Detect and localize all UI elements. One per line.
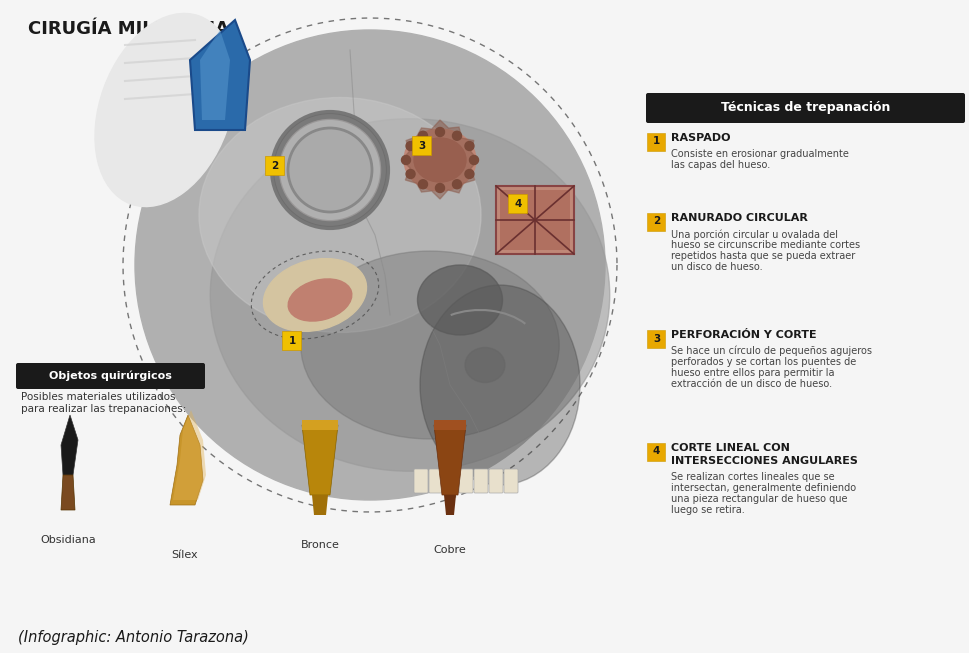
Text: Sílex: Sílex [172, 550, 198, 560]
Polygon shape [444, 495, 455, 515]
Circle shape [418, 131, 427, 140]
Text: las capas del hueso.: las capas del hueso. [671, 160, 769, 170]
Text: extracción de un disco de hueso.: extracción de un disco de hueso. [671, 379, 831, 389]
Circle shape [418, 180, 427, 189]
Text: una pieza rectangular de hueso que: una pieza rectangular de hueso que [671, 494, 847, 504]
Polygon shape [312, 495, 328, 515]
FancyBboxPatch shape [647, 133, 665, 150]
Polygon shape [200, 30, 230, 120]
Text: repetidos hasta que se pueda extraer: repetidos hasta que se pueda extraer [671, 251, 855, 261]
Text: Técnicas de trepanación: Técnicas de trepanación [720, 101, 890, 114]
Text: perforados y se cortan los puentes de: perforados y se cortan los puentes de [671, 357, 856, 367]
Text: 2: 2 [652, 217, 660, 227]
Text: (Infographic: Antonio Tarazona): (Infographic: Antonio Tarazona) [18, 630, 249, 645]
Text: un disco de hueso.: un disco de hueso. [671, 262, 762, 272]
Ellipse shape [464, 347, 505, 383]
FancyBboxPatch shape [508, 193, 527, 212]
Polygon shape [172, 410, 205, 500]
Ellipse shape [210, 119, 610, 471]
Ellipse shape [300, 251, 559, 439]
Text: CIRUGÍA MILENARIA: CIRUGÍA MILENARIA [28, 20, 229, 38]
Text: Posibles materiales utilizados: Posibles materiales utilizados [21, 392, 175, 402]
Text: 1: 1 [652, 136, 660, 146]
FancyBboxPatch shape [433, 420, 465, 430]
Text: Bronce: Bronce [300, 540, 339, 550]
Ellipse shape [95, 14, 234, 206]
FancyBboxPatch shape [412, 136, 431, 155]
Circle shape [135, 30, 605, 500]
Circle shape [452, 131, 461, 140]
Circle shape [271, 112, 388, 228]
Text: 1: 1 [288, 336, 296, 346]
Ellipse shape [264, 259, 366, 332]
Text: hueso se circunscribe mediante cortes: hueso se circunscribe mediante cortes [671, 240, 860, 250]
FancyBboxPatch shape [301, 420, 337, 430]
FancyBboxPatch shape [16, 363, 204, 389]
Circle shape [469, 155, 478, 165]
Polygon shape [401, 120, 478, 199]
Ellipse shape [288, 279, 352, 321]
Text: 2: 2 [271, 161, 278, 171]
Circle shape [401, 155, 410, 165]
Circle shape [464, 142, 474, 150]
Text: 4: 4 [652, 447, 660, 456]
FancyBboxPatch shape [444, 469, 457, 493]
FancyBboxPatch shape [647, 212, 665, 231]
Text: RASPADO: RASPADO [671, 133, 730, 143]
Circle shape [406, 142, 415, 150]
Polygon shape [61, 415, 78, 475]
Text: RANURADO CIRCULAR: RANURADO CIRCULAR [671, 213, 807, 223]
Circle shape [435, 183, 444, 193]
Text: intersectan, generalmente definiendo: intersectan, generalmente definiendo [671, 483, 856, 493]
FancyBboxPatch shape [428, 469, 443, 493]
FancyBboxPatch shape [488, 469, 503, 493]
Polygon shape [433, 425, 465, 495]
Text: Cobre: Cobre [433, 545, 466, 555]
Polygon shape [170, 415, 203, 505]
Ellipse shape [403, 129, 476, 191]
Ellipse shape [414, 138, 465, 182]
FancyBboxPatch shape [414, 469, 427, 493]
Polygon shape [190, 20, 250, 130]
Ellipse shape [420, 285, 579, 485]
Text: Una porción circular u ovalada del: Una porción circular u ovalada del [671, 229, 837, 240]
Circle shape [280, 120, 380, 220]
Circle shape [406, 170, 415, 178]
FancyBboxPatch shape [266, 155, 284, 174]
Text: hueso entre ellos para permitir la: hueso entre ellos para permitir la [671, 368, 833, 378]
FancyBboxPatch shape [495, 186, 574, 254]
Polygon shape [301, 425, 337, 495]
Circle shape [464, 170, 474, 178]
FancyBboxPatch shape [645, 93, 964, 123]
Circle shape [452, 180, 461, 189]
Text: CORTE LINEAL CON: CORTE LINEAL CON [671, 443, 789, 453]
Text: para realizar las trepanaciones:: para realizar las trepanaciones: [21, 404, 186, 414]
Text: 3: 3 [418, 141, 425, 151]
Text: INTERSECCIONES ANGULARES: INTERSECCIONES ANGULARES [671, 456, 857, 466]
Text: Se hace un círculo de pequeños agujeros: Se hace un círculo de pequeños agujeros [671, 346, 871, 357]
FancyBboxPatch shape [474, 469, 487, 493]
FancyBboxPatch shape [647, 443, 665, 460]
Text: PERFORACIÓN Y CORTE: PERFORACIÓN Y CORTE [671, 330, 816, 340]
Text: 3: 3 [652, 334, 660, 343]
Polygon shape [61, 475, 75, 510]
Text: 4: 4 [514, 199, 521, 209]
FancyBboxPatch shape [647, 330, 665, 347]
Text: Objetos quirúrgicos: Objetos quirúrgicos [49, 371, 172, 381]
Ellipse shape [199, 97, 481, 332]
Text: Consiste en erosionar gradualmente: Consiste en erosionar gradualmente [671, 149, 848, 159]
FancyBboxPatch shape [458, 469, 473, 493]
Text: Obsidiana: Obsidiana [40, 535, 96, 545]
Circle shape [435, 127, 444, 136]
FancyBboxPatch shape [499, 190, 570, 250]
FancyBboxPatch shape [282, 330, 301, 349]
FancyBboxPatch shape [504, 469, 517, 493]
Text: Se realizan cortes lineales que se: Se realizan cortes lineales que se [671, 472, 833, 482]
Ellipse shape [417, 265, 502, 335]
Circle shape [288, 128, 372, 212]
Text: luego se retira.: luego se retira. [671, 505, 744, 515]
